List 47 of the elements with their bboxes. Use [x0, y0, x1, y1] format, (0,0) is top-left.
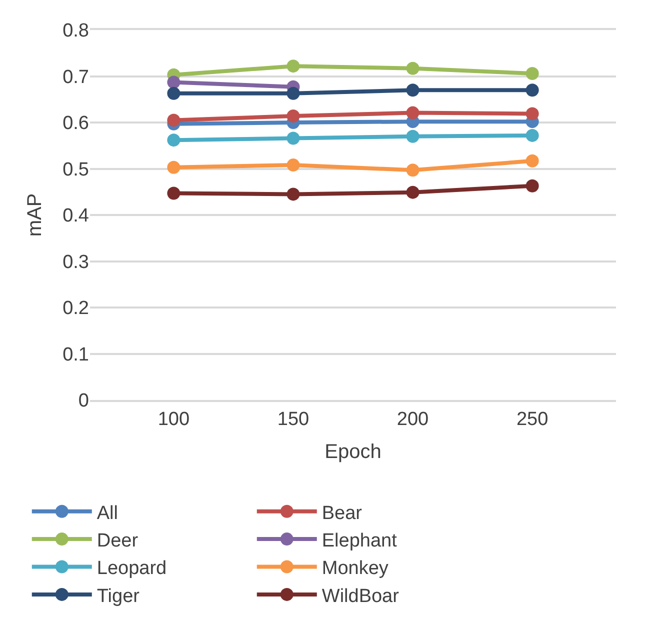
- y-tick-label: 0.6: [62, 113, 89, 134]
- point: [406, 106, 420, 120]
- legend-label: WildBoar: [322, 586, 400, 607]
- y-tick-label: 0.1: [62, 344, 89, 366]
- x-tick-label: 150: [277, 408, 310, 430]
- point: [526, 66, 539, 80]
- point: [167, 76, 180, 89]
- point: [526, 107, 539, 120]
- point: [526, 128, 539, 142]
- point: [167, 186, 180, 200]
- x-tick-label: 250: [516, 408, 548, 430]
- y-tick-label: 0: [78, 390, 89, 412]
- point: [406, 164, 420, 177]
- x-axis-title: Epoch: [324, 440, 382, 463]
- point: [286, 86, 300, 100]
- legend-label: All: [96, 502, 118, 524]
- point: [406, 130, 420, 143]
- legend-label: Leopard: [96, 558, 167, 580]
- legend-label: Tiger: [96, 586, 140, 607]
- point: [286, 110, 300, 123]
- point: [526, 84, 539, 97]
- y-tick-label: 0.7: [62, 66, 89, 88]
- point: [526, 154, 539, 168]
- point: [286, 188, 300, 201]
- point: [167, 160, 180, 174]
- legend-label: Elephant: [322, 530, 398, 552]
- x-tick-label: 200: [396, 408, 429, 430]
- y-tick-label: 0.4: [62, 206, 90, 227]
- point: [406, 186, 420, 199]
- point: [167, 114, 180, 127]
- point: [286, 60, 300, 73]
- legend-label: Monkey: [322, 558, 389, 580]
- y-axis-title: mAP: [24, 193, 46, 237]
- legend-label: Deer: [96, 530, 139, 552]
- point: [167, 134, 180, 147]
- y-tick-label: 0.5: [62, 159, 89, 180]
- point: [406, 62, 420, 75]
- point: [526, 179, 539, 192]
- x-tick-label: 100: [158, 408, 190, 430]
- point: [167, 86, 180, 100]
- y-tick-label: 0.8: [62, 20, 89, 42]
- y-tick-label: 0.2: [62, 298, 89, 320]
- point: [406, 84, 420, 97]
- y-tick-label: 0.3: [62, 252, 89, 273]
- point: [286, 158, 300, 172]
- point: [286, 132, 300, 145]
- legend-label: Bear: [322, 502, 363, 524]
